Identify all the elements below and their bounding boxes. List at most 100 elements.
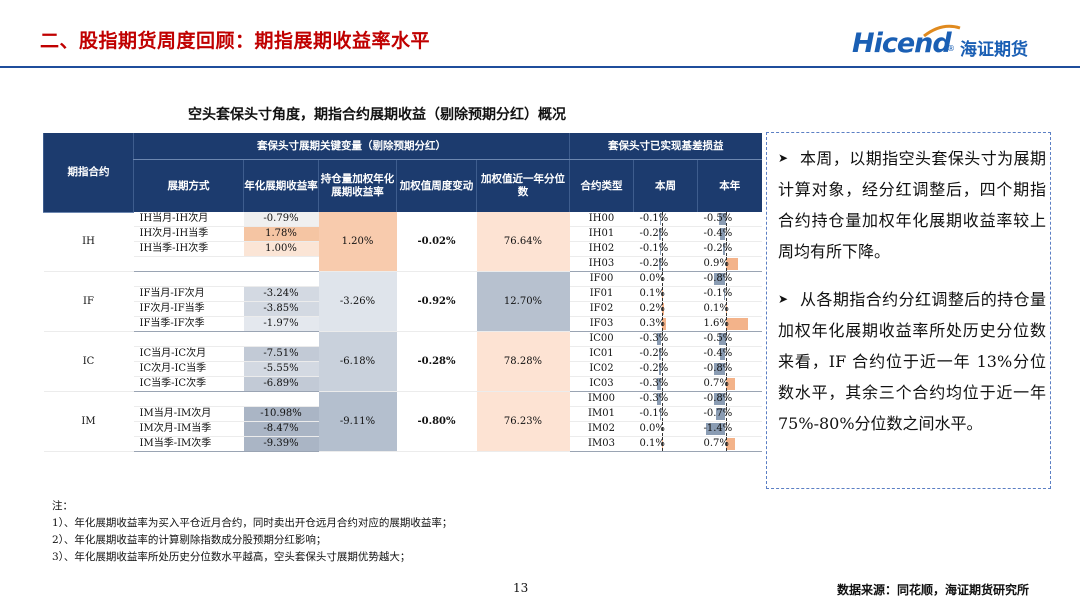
bar-axis	[661, 332, 663, 346]
header-year: 本年	[696, 159, 762, 212]
table-row: IH次月-IH当季 1.78% IH01 -0.2% -0.4%	[44, 226, 762, 242]
weekly-change-value: -0.92%	[396, 271, 477, 332]
bar-axis	[661, 257, 663, 271]
week-basis-pnl: 0.2%	[633, 301, 698, 317]
bar-value-label: 0.2%	[639, 303, 665, 314]
contract-type: IM01	[569, 406, 634, 422]
positive-bar	[661, 318, 666, 330]
commentary-text-1: 本周，以期指空头套保头寸为展期计算对象，经分红调整后，四个期指合约持仓量加权年化…	[778, 149, 1046, 261]
negative-bar	[718, 333, 726, 345]
contract-type: IC01	[569, 346, 634, 362]
negative-bar	[657, 393, 662, 405]
bar-value-label: -0.4%	[703, 348, 733, 359]
positive-bar	[725, 318, 748, 330]
company-logo: Hicend ® 海证期货	[852, 24, 1052, 64]
bar-axis	[725, 332, 727, 346]
bar-value-label: 0.0%	[639, 423, 665, 434]
bar-axis	[661, 407, 663, 421]
arrow-bullet-icon: ➤	[778, 292, 789, 306]
bar-value-label: -0.8%	[703, 363, 733, 374]
data-source: 数据来源：同花顺，海证期货研究所	[837, 583, 1030, 597]
year-basis-pnl: -0.8%	[697, 391, 762, 407]
week-basis-pnl: 0.1%	[633, 436, 698, 452]
oi-weighted-value: 1.20%	[318, 212, 397, 272]
weekly-change-value: -0.02%	[396, 212, 477, 272]
annual-yield-value: -7.51%	[243, 346, 319, 362]
table-row: IC -6.18% -0.28% 78.28% IC00 -0.3% -0.5%	[43, 331, 762, 392]
year-basis-pnl: -0.5%	[697, 331, 762, 347]
week-basis-pnl: 0.3%	[633, 316, 698, 332]
negative-bar	[719, 348, 726, 360]
bar-axis	[661, 392, 663, 406]
bar-axis	[725, 317, 727, 331]
bar-axis	[725, 242, 727, 256]
contract-type: IF01	[569, 286, 634, 302]
bar-value-label: -0.5%	[703, 333, 733, 344]
table-row: IF当月-IF次月 -3.24% IF01 0.1% -0.1%	[44, 286, 762, 302]
contract-type: IC03	[569, 376, 634, 392]
positive-bar	[725, 438, 736, 450]
year-basis-pnl: -0.7%	[697, 406, 762, 422]
contract-type: IH01	[569, 226, 634, 242]
week-basis-pnl: -0.1%	[633, 212, 698, 227]
contract-type: IF03	[569, 316, 634, 332]
negative-bar	[658, 348, 662, 360]
contract-code: IC	[43, 331, 134, 392]
year-basis-pnl: 0.7%	[697, 436, 762, 452]
bar-axis	[661, 317, 663, 331]
rollover-method: IM次月-IM当季	[133, 421, 244, 437]
rollover-method: IH次月-IH当季	[133, 226, 244, 242]
contract-type: IM02	[569, 421, 634, 437]
bar-value-label: -0.1%	[639, 408, 669, 419]
rollover-method: IH当月-IH次月	[133, 212, 244, 227]
bar-axis	[725, 362, 727, 376]
bar-value-label: -0.4%	[703, 228, 733, 239]
rollover-method: IC当月-IC次月	[133, 346, 244, 362]
percentile-value: 76.23%	[476, 391, 570, 452]
year-basis-pnl: -0.4%	[697, 346, 762, 362]
header-group-basis-pnl: 套保头寸已实现基差损益	[568, 133, 762, 160]
annual-yield-value: -1.97%	[243, 316, 319, 332]
negative-bar	[724, 288, 726, 300]
header-divider	[0, 66, 1080, 68]
table-row: IF当季-IF次季 -1.97% IF03 0.3% 1.6%	[44, 316, 762, 332]
rollover-method: IM当月-IM次月	[133, 406, 244, 422]
oi-weighted-value: -9.11%	[318, 391, 397, 452]
bar-value-label: -0.2%	[639, 348, 669, 359]
week-basis-pnl: -0.3%	[633, 376, 698, 392]
table-row: IM当季-IM次季 -9.39% IM03 0.1% 0.7%	[44, 436, 762, 452]
page-number: 13	[513, 581, 529, 595]
negative-bar	[715, 408, 726, 420]
annual-yield-value: -6.89%	[243, 376, 319, 392]
year-basis-pnl: -0.5%	[697, 212, 762, 227]
rollover-method	[133, 271, 244, 287]
bar-value-label: 0.7%	[703, 378, 729, 389]
week-basis-pnl: -0.3%	[633, 391, 698, 407]
rollover-method: IH当季-IH次季	[133, 241, 244, 257]
header-week: 本周	[633, 159, 698, 212]
annual-yield-value: -5.55%	[243, 361, 319, 377]
year-basis-pnl: -0.2%	[697, 241, 762, 257]
rollover-method	[133, 391, 244, 407]
bar-axis	[661, 242, 663, 256]
bar-value-label: -0.1%	[639, 243, 669, 254]
bar-value-label: -0.3%	[639, 333, 669, 344]
week-basis-pnl: 0.1%	[633, 286, 698, 302]
annual-yield-value: -3.85%	[243, 301, 319, 317]
bar-axis	[725, 227, 727, 241]
contract-type: IF00	[569, 271, 634, 287]
bar-axis	[725, 257, 727, 271]
rollover-method: IC当季-IC次季	[133, 376, 244, 392]
bar-value-label: -0.2%	[639, 258, 669, 269]
logo-registered-mark: ®	[947, 44, 955, 53]
week-basis-pnl: -0.1%	[633, 406, 698, 422]
bar-axis	[725, 392, 727, 406]
commentary-text-2: 从各期指合约分红调整后的持仓量加权年化展期收益率所处历史分位数来看，IF 合约位…	[778, 290, 1046, 433]
bar-axis	[725, 422, 727, 436]
annual-yield-value: -8.47%	[243, 421, 319, 437]
contract-code: IF	[43, 271, 134, 332]
week-basis-pnl: -0.2%	[633, 361, 698, 377]
bar-value-label: -0.2%	[703, 243, 733, 254]
contract-type: IC00	[569, 331, 634, 347]
weekly-change-value: -0.80%	[396, 391, 477, 452]
